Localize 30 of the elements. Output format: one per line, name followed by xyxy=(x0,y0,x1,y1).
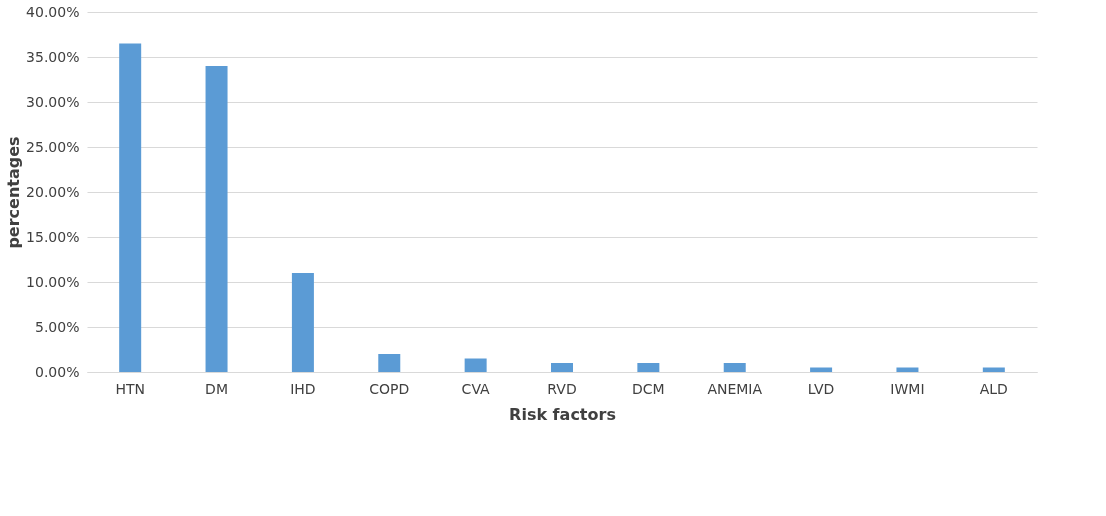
x-tick-label: IHD xyxy=(290,380,316,397)
bar xyxy=(464,358,487,372)
y-tick-label: 5.00% xyxy=(35,318,80,335)
y-tick-label: 40.00% xyxy=(26,3,80,20)
y-tick-label: 20.00% xyxy=(26,183,80,200)
y-tick-label: 0.00% xyxy=(35,363,80,380)
bar xyxy=(723,363,746,372)
x-tick-label: RVD xyxy=(547,380,577,397)
y-axis-title: percentages xyxy=(4,136,24,249)
y-tick-label: 25.00% xyxy=(26,138,80,155)
x-tick-label: CVA xyxy=(461,380,491,397)
bar xyxy=(119,43,142,372)
y-tick-label: 10.00% xyxy=(26,273,80,290)
y-tick-label: 15.00% xyxy=(26,228,80,245)
bar xyxy=(551,363,573,372)
x-tick-label: LVD xyxy=(807,380,835,397)
x-tick-label: DM xyxy=(205,380,228,397)
bar xyxy=(205,66,228,372)
x-tick-label: COPD xyxy=(369,380,410,397)
bar xyxy=(291,273,314,372)
x-axis-title: Risk factors xyxy=(509,404,616,424)
x-tick-label: ALD xyxy=(979,380,1008,397)
bar xyxy=(637,363,660,372)
y-tick-label: 35.00% xyxy=(26,48,80,65)
y-tick-label: 30.00% xyxy=(26,93,80,110)
bar xyxy=(378,354,401,372)
x-tick-label: HTN xyxy=(115,380,145,397)
x-tick-label: DCM xyxy=(632,380,665,397)
x-tick-label: ANEMIA xyxy=(707,380,763,397)
x-tick-label: IWMI xyxy=(890,380,925,397)
